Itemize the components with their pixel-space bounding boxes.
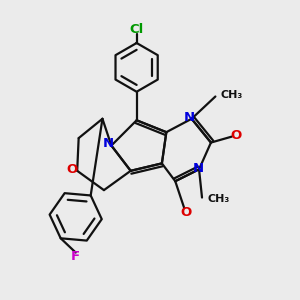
Text: N: N [103,137,114,150]
Text: F: F [71,250,80,263]
Text: CH₃: CH₃ [207,194,230,204]
Text: O: O [230,129,241,142]
Text: O: O [66,163,77,176]
Text: CH₃: CH₃ [221,90,243,100]
Text: N: N [184,111,195,124]
Text: N: N [193,162,204,175]
Text: Cl: Cl [130,23,144,36]
Text: O: O [180,206,191,219]
